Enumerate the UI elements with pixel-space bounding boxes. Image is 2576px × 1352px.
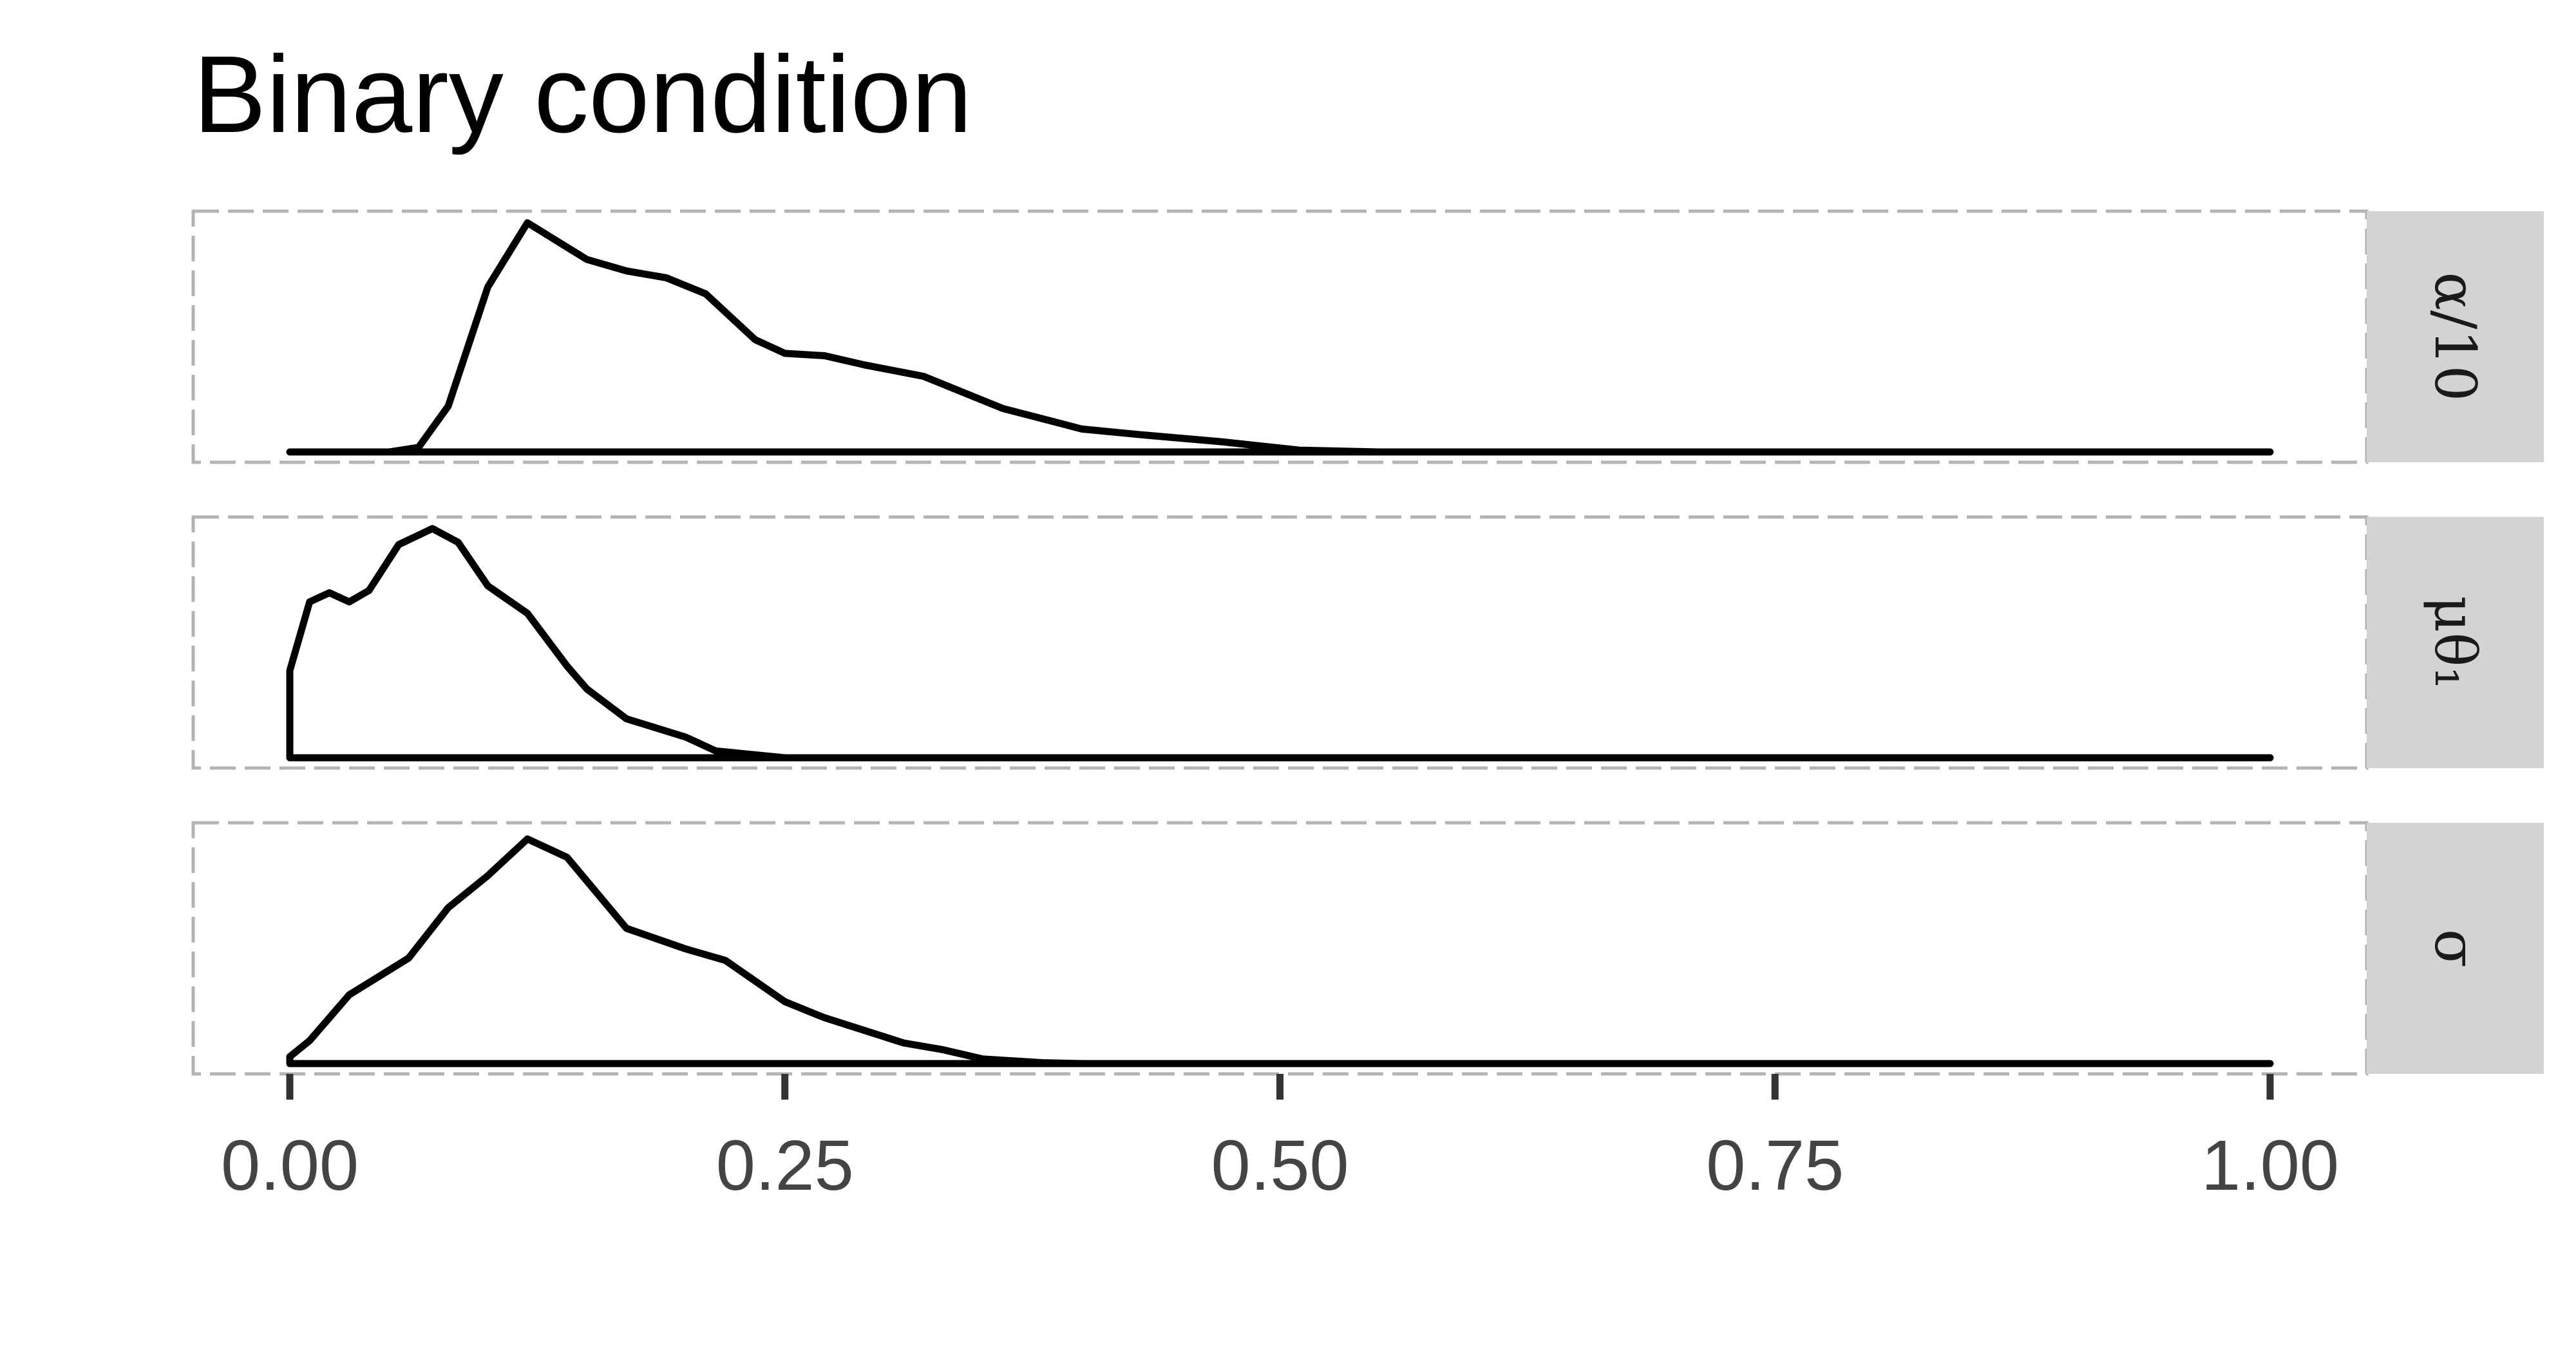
- x-tick-label: 0.50: [1211, 1126, 1349, 1205]
- x-axis: 0.00 0.25 0.50 0.75 1.00: [221, 1074, 2339, 1205]
- density-curve: [286, 219, 2274, 456]
- facet-panels: α/10 μθ₁ σ: [191, 209, 2544, 1076]
- x-tick-label: 0.00: [221, 1126, 359, 1205]
- facet-panel: α/10: [191, 209, 2544, 464]
- facet-strip: [2367, 823, 2544, 1074]
- x-tick-label: 1.00: [2201, 1126, 2339, 1205]
- density-curve: [286, 835, 2274, 1067]
- facet-strip: [2367, 211, 2544, 462]
- chart-title: Binary condition: [193, 33, 972, 156]
- facet-strip-label: σ: [2422, 929, 2488, 968]
- x-tick-label: 0.75: [1706, 1126, 1844, 1205]
- density-curve: [286, 525, 2274, 762]
- facet-strip: [2367, 517, 2544, 768]
- facet-panel: μθ₁: [191, 515, 2544, 770]
- facet-panel: σ: [191, 821, 2544, 1076]
- facet-strip-label: α/10: [2422, 272, 2488, 401]
- x-tick-label: 0.25: [716, 1126, 854, 1205]
- facet-strip-label: μθ₁: [2422, 596, 2488, 689]
